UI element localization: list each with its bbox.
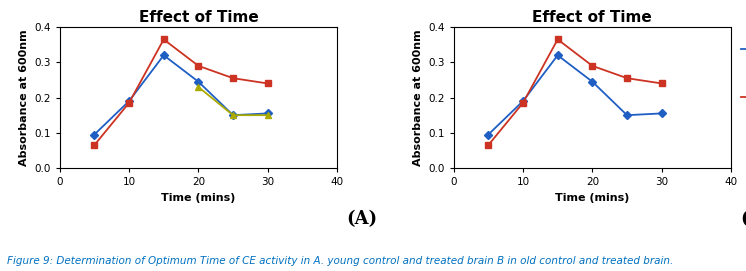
Title: Effect of Time: Effect of Time xyxy=(139,9,258,25)
Text: Figure 9: Determination of Optimum Time of CE activity in A. young control and t: Figure 9: Determination of Optimum Time … xyxy=(7,256,674,266)
Y-axis label: Absorbance at 600nm: Absorbance at 600nm xyxy=(413,29,422,166)
Text: (A): (A) xyxy=(347,210,377,228)
X-axis label: Time (mins): Time (mins) xyxy=(161,193,236,203)
Text: (B): (B) xyxy=(740,210,746,228)
Title: Effect of Time: Effect of Time xyxy=(533,9,652,25)
Y-axis label: Absorbance at 600nm: Absorbance at 600nm xyxy=(19,29,28,166)
Legend: OLD
TREATE
D BRAIN, OLD
CONTR
OL
BRAIN: OLD TREATE D BRAIN, OLD CONTR OL BRAIN xyxy=(742,32,746,119)
X-axis label: Time (mins): Time (mins) xyxy=(555,193,630,203)
